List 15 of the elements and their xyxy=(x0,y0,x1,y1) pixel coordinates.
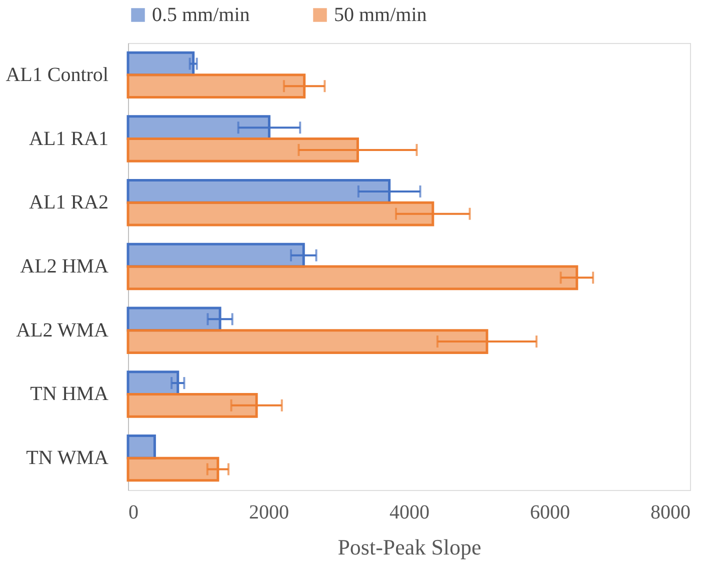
x-tick-label: 6000 xyxy=(530,502,570,524)
x-tick-label: 0 xyxy=(128,502,138,524)
legend-label: 0.5 mm/min xyxy=(152,4,250,26)
x-tick-label: 2000 xyxy=(249,502,289,524)
y-tick-label: TN WMA xyxy=(26,447,110,470)
y-tick-label: AL1 RA2 xyxy=(29,192,108,214)
y-tick-label: AL1 RA1 xyxy=(29,128,108,150)
y-tick-label: AL1 Control xyxy=(6,64,109,86)
x-tick-label: 4000 xyxy=(390,502,430,524)
y-tick-label: TN HMA xyxy=(30,383,110,406)
x-axis-title: Post-Peak Slope xyxy=(338,534,482,560)
y-tick-label: AL2 HMA xyxy=(20,256,110,278)
y-tick-label: AL2 WMA xyxy=(16,319,110,342)
legend-label: 50 mm/min xyxy=(334,4,427,26)
x-tick-label: 8000 xyxy=(650,502,690,524)
